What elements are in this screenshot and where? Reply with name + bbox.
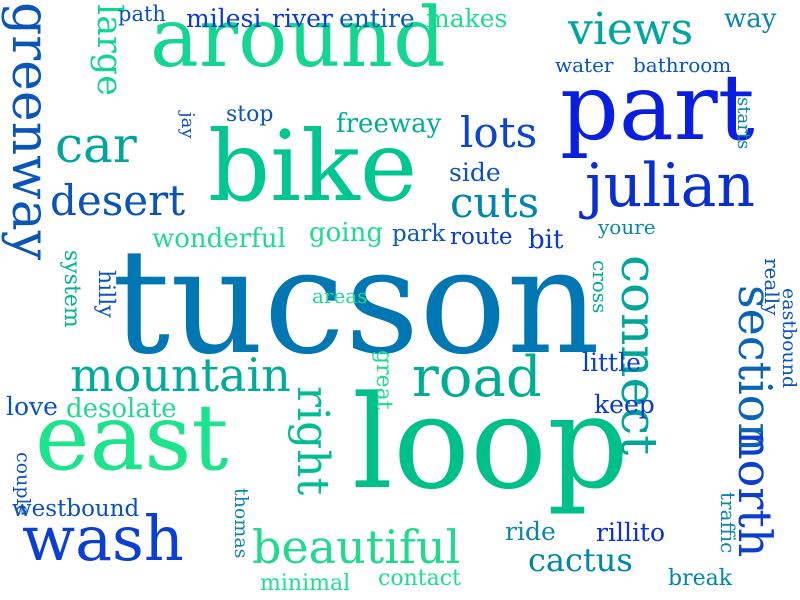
word-milesi: milesi xyxy=(186,4,262,33)
word-jay: jay xyxy=(177,112,198,139)
word-park: park xyxy=(392,221,446,247)
word-love: love xyxy=(6,392,58,421)
word-rillito: rillito xyxy=(596,518,666,547)
word-river: river xyxy=(272,4,333,33)
word-route: route xyxy=(450,224,513,250)
word-break: break xyxy=(668,566,733,591)
word-wash: wash xyxy=(22,502,184,575)
word-views: views xyxy=(568,4,694,55)
word-stop: stop xyxy=(226,102,274,127)
word-westbound: westbound xyxy=(12,496,140,522)
word-lots: lots xyxy=(460,108,538,157)
word-going: going xyxy=(309,218,384,248)
word-bathroom: bathroom xyxy=(633,53,732,77)
word-eastbound: eastbound xyxy=(778,288,800,389)
word-makes: makes xyxy=(426,4,508,33)
word-wonderful: wonderful xyxy=(152,224,286,254)
word-east: east xyxy=(35,384,229,491)
word-path: path xyxy=(118,2,166,26)
word-freeway: freeway xyxy=(336,109,442,139)
word-youre: youre xyxy=(598,215,656,239)
word-desolate: desolate xyxy=(66,394,177,424)
word-around: around xyxy=(150,0,446,86)
word-ride: ride xyxy=(505,517,556,546)
word-loop: loop xyxy=(352,369,629,518)
word-right: right xyxy=(287,386,338,496)
word-part: part xyxy=(560,54,755,161)
word-cactus: cactus xyxy=(528,541,633,579)
word-bit: bit xyxy=(528,225,564,255)
word-car: car xyxy=(55,116,137,174)
word-contact: contact xyxy=(378,566,461,591)
word-tucson: tucson xyxy=(112,218,600,387)
word-little: little xyxy=(582,348,641,377)
word-thomas: thomas xyxy=(230,488,252,559)
word-mountain: mountain xyxy=(70,348,291,402)
word-minimal: minimal xyxy=(260,571,351,596)
word-road: road xyxy=(412,345,542,410)
word-cuts: cuts xyxy=(450,178,540,227)
word-system: system xyxy=(59,250,84,328)
word-traffic: traffic xyxy=(716,492,740,554)
word-starts: starts xyxy=(733,97,754,150)
word-cross: cross xyxy=(588,260,612,314)
word-hilly: hilly xyxy=(93,270,118,318)
word-keep: keep xyxy=(594,390,655,419)
word-side: side xyxy=(449,158,501,187)
word-water: water xyxy=(555,53,614,77)
word-way: way xyxy=(724,4,777,34)
word-entire: entire xyxy=(339,4,415,33)
word-areas: areas xyxy=(312,284,368,308)
word-julian: julian xyxy=(585,151,756,221)
word-beautiful: beautiful xyxy=(252,520,461,574)
word-great: great xyxy=(371,350,396,410)
word-bike: bike xyxy=(208,110,418,223)
word-greenway: greenway xyxy=(0,2,60,261)
word-desert: desert xyxy=(50,176,186,225)
